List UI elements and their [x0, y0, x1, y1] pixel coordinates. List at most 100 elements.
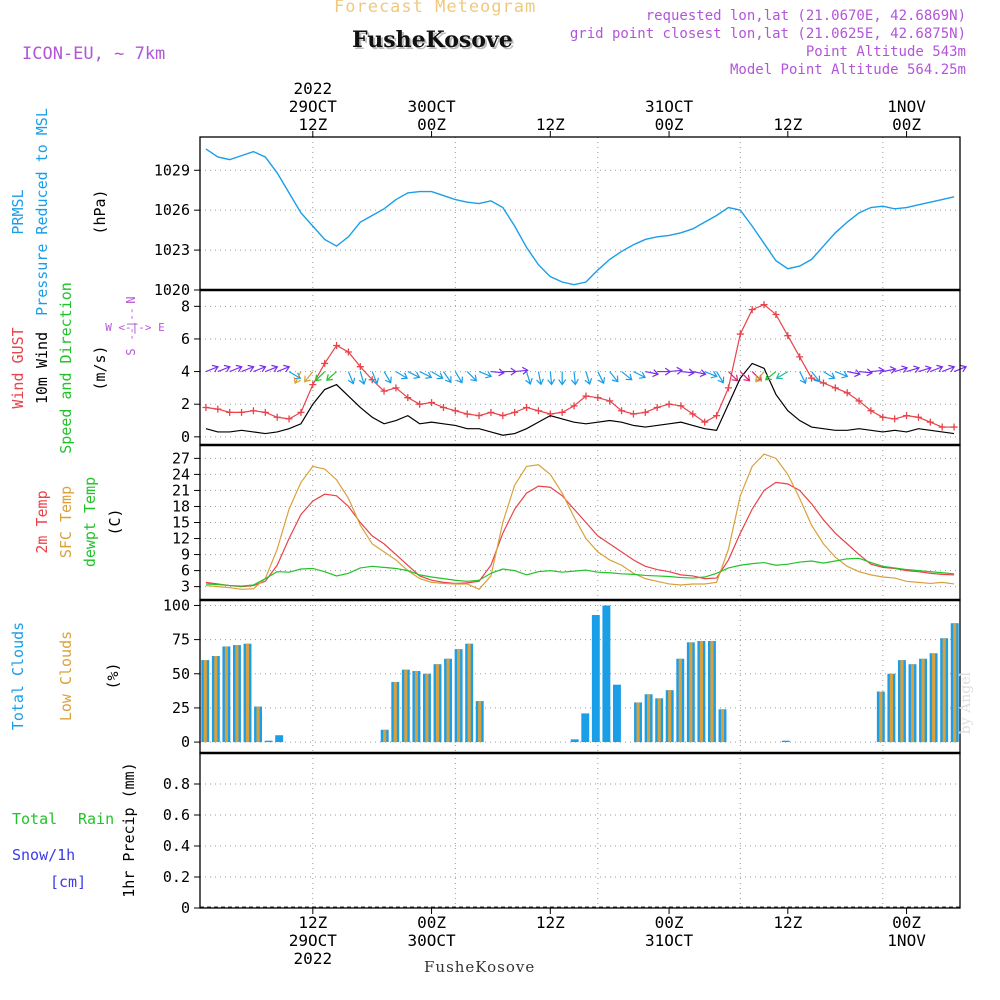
precip-snow-label: Snow/1h: [12, 846, 75, 864]
pressure-tick-label: 1023: [154, 241, 190, 259]
low-cloud-bar: [214, 656, 218, 743]
wind-tick-label: 6: [181, 330, 190, 348]
pressure-panel: 1020 1023 1026 1029: [154, 137, 960, 299]
gust-marker: [867, 407, 875, 415]
wind-direction-arrow: [930, 364, 944, 373]
low-cloud-bar: [678, 658, 682, 743]
gust-marker: [428, 399, 436, 407]
gust-marker: [344, 348, 352, 356]
wind-speed-line: [205, 362, 955, 436]
gust-marker: [796, 353, 804, 361]
wind-direction-arrow: [739, 371, 751, 382]
wind-direction-arrow: [558, 371, 567, 386]
time-label-bottom: 00Z: [892, 913, 921, 932]
low-cloud-bar: [636, 702, 640, 743]
gust-marker: [879, 413, 887, 421]
low-cloud-bar: [953, 623, 957, 743]
total-cloud-bar: [264, 740, 273, 743]
time-label-bottom: 12Z: [773, 913, 802, 932]
wind-direction-arrow: [525, 371, 533, 386]
low-cloud-bar: [942, 638, 946, 743]
wind-direction-arrow: [680, 368, 695, 377]
clouds-unit-label: (%): [104, 662, 122, 689]
gust-marker: [202, 403, 210, 411]
precip-snow-unit-label: [cm]: [50, 873, 86, 891]
temperature-tick-label: 24: [172, 465, 190, 483]
pressure-tick-label: 1026: [154, 201, 190, 219]
wind-tick-label: 4: [181, 363, 190, 381]
low-cloud-bar: [478, 701, 482, 743]
low-cloud-bar: [256, 706, 260, 743]
total-cloud-bar: [570, 739, 579, 743]
gust-marker: [594, 394, 602, 402]
clouds-tick-label: 50: [172, 665, 190, 683]
gust-marker: [926, 418, 934, 426]
gust-marker: [903, 412, 911, 420]
wind-direction-arrow: [466, 371, 478, 382]
wind-direction-arrow: [547, 371, 556, 386]
time-label-top: 12Z: [536, 115, 565, 134]
footer-station: FusheKosove: [424, 958, 536, 976]
wind-direction-arrow: [358, 371, 367, 386]
wind-direction-arrow: [755, 371, 765, 383]
precip-tick-label: 0: [181, 899, 190, 917]
requested-point: requested lon,lat (21.0670E, 42.6869N): [645, 8, 966, 24]
wind-direction-arrow: [728, 371, 739, 382]
grid-point: grid point closest lon,lat (21.0625E, 42…: [569, 26, 966, 42]
gust-marker: [914, 413, 922, 421]
wind-direction-arrow: [205, 364, 219, 373]
clouds-tick-label: 0: [181, 733, 190, 751]
gust-marker: [273, 413, 281, 421]
compass-south: S: [124, 348, 138, 355]
wind-direction-arrow: [811, 371, 821, 383]
low-cloud-bar: [235, 645, 239, 743]
low-cloud-bar: [245, 643, 250, 743]
low-cloud-bar: [383, 729, 387, 743]
precip-unit-label: 1hr Precip (mm): [120, 762, 138, 897]
wind-frame: [199, 289, 961, 446]
clouds-tick-label: 25: [172, 699, 190, 717]
time-label-bottom: 12Z: [298, 913, 327, 932]
low-clouds-label: Low Clouds: [57, 631, 75, 721]
precip-panel: 0 0.2 0.4 0.6 0.8: [163, 753, 960, 917]
temperature-tick-label: 15: [172, 514, 190, 532]
precip-total-label: Total: [12, 810, 57, 828]
gust-marker: [309, 381, 317, 389]
low-cloud-bar: [689, 642, 693, 743]
pressure-tick-label: 1020: [154, 281, 190, 299]
pressure-frame: [199, 136, 961, 291]
precip-tick-label: 0.6: [163, 806, 190, 824]
wind-direction-arrow: [669, 366, 684, 375]
wind-direction-arrow: [859, 368, 874, 377]
temp-2m-line: [205, 481, 955, 588]
gust-marker: [380, 387, 388, 395]
wind-direction-arrow: [823, 371, 836, 380]
gust-marker: [558, 408, 566, 416]
clouds-frame: [199, 599, 961, 754]
clouds-tick-label: 100: [163, 596, 190, 614]
gust-marker: [451, 407, 459, 415]
low-cloud-bar: [699, 640, 703, 743]
wind-10m-label: 10m Wind: [33, 332, 51, 404]
gust-marker: [226, 408, 234, 416]
wind-direction-label: Speed and Direction: [57, 282, 75, 454]
wind-gust-line: [205, 303, 955, 428]
temperature-tick-label: 9: [181, 546, 190, 564]
gust-marker: [724, 384, 732, 392]
low-cloud-bar: [932, 653, 936, 743]
low-cloud-bar: [668, 690, 672, 743]
low-cloud-bar: [647, 694, 651, 743]
gust-marker: [368, 376, 376, 384]
low-cloud-bar: [657, 698, 661, 743]
wind-direction-arrow: [621, 371, 633, 381]
gust-marker: [356, 363, 364, 371]
gust-marker: [249, 407, 257, 415]
low-cloud-bar: [879, 691, 883, 743]
time-label-top: 00Z: [417, 115, 446, 134]
gust-marker: [950, 423, 958, 431]
wind-direction-arrow: [835, 370, 849, 379]
gust-marker: [499, 412, 507, 420]
wind-direction-arrow: [657, 367, 672, 376]
gust-marker: [701, 418, 709, 426]
